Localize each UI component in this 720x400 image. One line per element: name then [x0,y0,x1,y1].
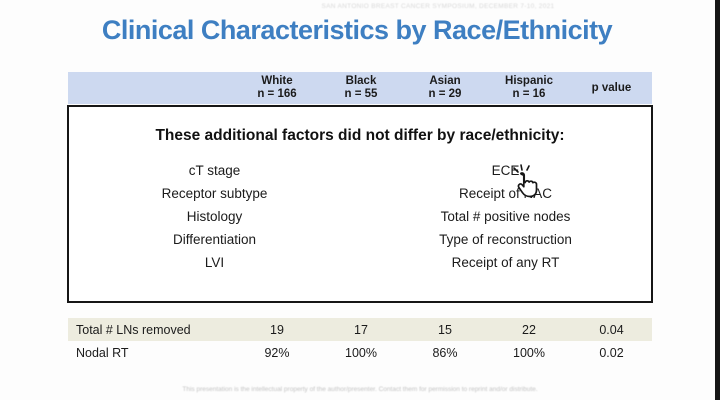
list-item: Type of reconstruction [439,232,572,247]
cell-value: 17 [354,322,368,337]
cell-value: 0.04 [599,322,624,337]
conference-watermark: SAN ANTONIO BREAST CANCER SYMPOSIUM, DEC… [321,3,555,10]
table-header-row: White n = 166 Black n = 55 Asian n = 29 … [68,72,652,104]
cell-value: 86% [432,345,458,360]
factor-columns: cT stage Receptor subtype Histology Diff… [69,159,651,274]
callout-heading: These additional factors did not differ … [155,127,565,144]
copyright-disclaimer: This presentation is the intellectual pr… [182,386,538,393]
table-header-pvalue: p value [591,81,632,94]
table-header-asian: Asian n = 29 [428,75,462,100]
cell-value: 100% [513,345,545,360]
video-letterbox-bar [715,0,720,400]
cell-value: 100% [345,345,377,360]
list-item: Histology [186,209,243,224]
list-item: Total # positive nodes [440,209,571,224]
table-header-white: White n = 166 [257,75,297,100]
list-item: Receipt of any RT [451,255,560,270]
list-item: Receptor subtype [161,186,268,201]
table-header-hispanic: Hispanic n = 16 [505,75,553,100]
page-title: Clinical Characteristics by Race/Ethnici… [101,15,613,45]
table-row: Total # LNs removed 19 17 15 22 0.04 [68,318,652,341]
callout-box: These additional factors did not differ … [67,105,653,303]
list-item: Receipt of NAC [458,186,553,201]
list-item: Differentiation [172,232,257,247]
cell-value: 15 [438,322,452,337]
table-row: Nodal RT 92% 100% 86% 100% 0.02 [68,341,652,364]
cell-value: 19 [270,322,284,337]
cell-value: 92% [264,345,290,360]
list-item: ECE [491,163,520,178]
cell-value: 22 [522,322,536,337]
row-label: Total # LNs removed [76,322,191,337]
list-item: cT stage [188,163,241,178]
table-header-black: Black n = 55 [344,75,378,100]
factor-column-right: ECE Receipt of NAC Total # positive node… [360,159,651,274]
row-label: Nodal RT [76,345,129,360]
list-item: LVI [204,255,225,270]
factor-column-left: cT stage Receptor subtype Histology Diff… [69,159,360,274]
cell-value: 0.02 [599,345,624,360]
